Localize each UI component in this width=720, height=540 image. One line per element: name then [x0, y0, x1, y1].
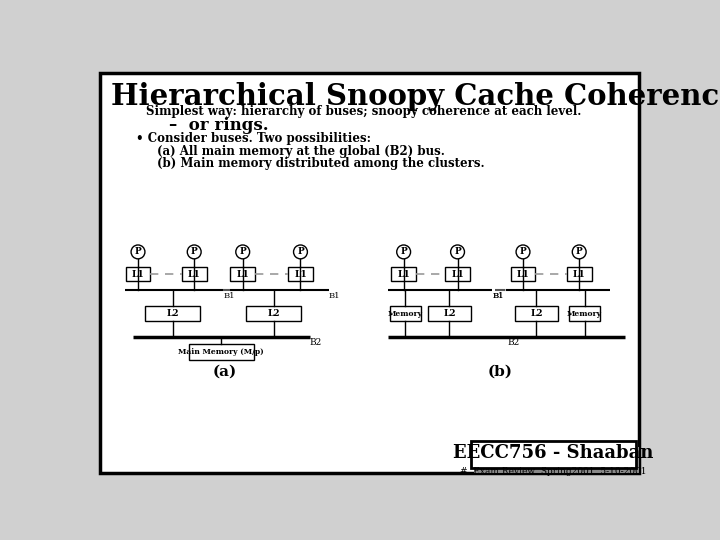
FancyBboxPatch shape — [392, 267, 416, 281]
Text: L2: L2 — [166, 309, 179, 318]
Text: L1: L1 — [132, 270, 145, 279]
Text: Memory: Memory — [567, 309, 602, 318]
FancyBboxPatch shape — [567, 267, 592, 281]
Circle shape — [294, 245, 307, 259]
Text: (a): (a) — [213, 364, 237, 378]
Text: P: P — [297, 247, 304, 256]
Text: P: P — [454, 247, 461, 256]
Circle shape — [572, 245, 586, 259]
Text: B2: B2 — [310, 338, 322, 347]
Text: L1: L1 — [517, 270, 529, 279]
FancyBboxPatch shape — [189, 345, 253, 360]
FancyBboxPatch shape — [390, 306, 420, 321]
Text: B1: B1 — [492, 292, 504, 300]
Text: L2: L2 — [267, 309, 280, 318]
Circle shape — [187, 245, 201, 259]
Text: P: P — [191, 247, 197, 256]
Text: P: P — [400, 247, 407, 256]
Text: Memory: Memory — [387, 309, 423, 318]
FancyBboxPatch shape — [428, 306, 471, 321]
FancyBboxPatch shape — [126, 267, 150, 281]
FancyBboxPatch shape — [145, 306, 200, 321]
Text: –  or rings.: – or rings. — [168, 117, 269, 134]
FancyBboxPatch shape — [471, 441, 636, 468]
Circle shape — [516, 245, 530, 259]
Text: (b) Main memory distributed among the clusters.: (b) Main memory distributed among the cl… — [157, 157, 485, 170]
FancyBboxPatch shape — [510, 267, 535, 281]
FancyBboxPatch shape — [99, 72, 639, 473]
Text: L1: L1 — [294, 270, 307, 279]
Text: B1: B1 — [329, 292, 341, 300]
Text: P: P — [135, 247, 141, 256]
Text: P: P — [520, 247, 526, 256]
FancyBboxPatch shape — [445, 267, 470, 281]
Circle shape — [397, 245, 410, 259]
Text: Hierarchical Snoopy Cache Coherence: Hierarchical Snoopy Cache Coherence — [111, 82, 720, 111]
Text: L1: L1 — [188, 270, 201, 279]
Text: L1: L1 — [397, 270, 410, 279]
Text: #  Exam Review  Spring2001  5-10-2001: # Exam Review Spring2001 5-10-2001 — [460, 467, 647, 476]
FancyBboxPatch shape — [516, 306, 558, 321]
Text: L1: L1 — [573, 270, 585, 279]
Text: L2: L2 — [530, 309, 543, 318]
Text: • Consider buses. Two possibilities:: • Consider buses. Two possibilities: — [137, 132, 372, 145]
Text: B1: B1 — [223, 292, 235, 300]
Text: (b): (b) — [487, 364, 513, 378]
Text: L1: L1 — [451, 270, 464, 279]
Text: Main Memory (M/p): Main Memory (M/p) — [179, 348, 264, 356]
FancyBboxPatch shape — [182, 267, 207, 281]
Circle shape — [235, 245, 250, 259]
Text: P: P — [239, 247, 246, 256]
Text: Simplest way: hierarchy of buses; snoopy coherence at each level.: Simplest way: hierarchy of buses; snoopy… — [145, 105, 581, 118]
FancyBboxPatch shape — [246, 306, 301, 321]
Text: B1: B1 — [493, 292, 505, 300]
Text: P: P — [576, 247, 582, 256]
FancyBboxPatch shape — [288, 267, 312, 281]
Text: B2: B2 — [508, 338, 520, 347]
Text: L1: L1 — [236, 270, 249, 279]
Text: (a) All main memory at the global (B2) bus.: (a) All main memory at the global (B2) b… — [157, 145, 445, 158]
FancyBboxPatch shape — [474, 447, 639, 473]
Text: L2: L2 — [443, 309, 456, 318]
FancyBboxPatch shape — [570, 306, 600, 321]
Circle shape — [451, 245, 464, 259]
Circle shape — [131, 245, 145, 259]
Text: EECC756 - Shaaban: EECC756 - Shaaban — [453, 444, 653, 462]
FancyBboxPatch shape — [230, 267, 255, 281]
